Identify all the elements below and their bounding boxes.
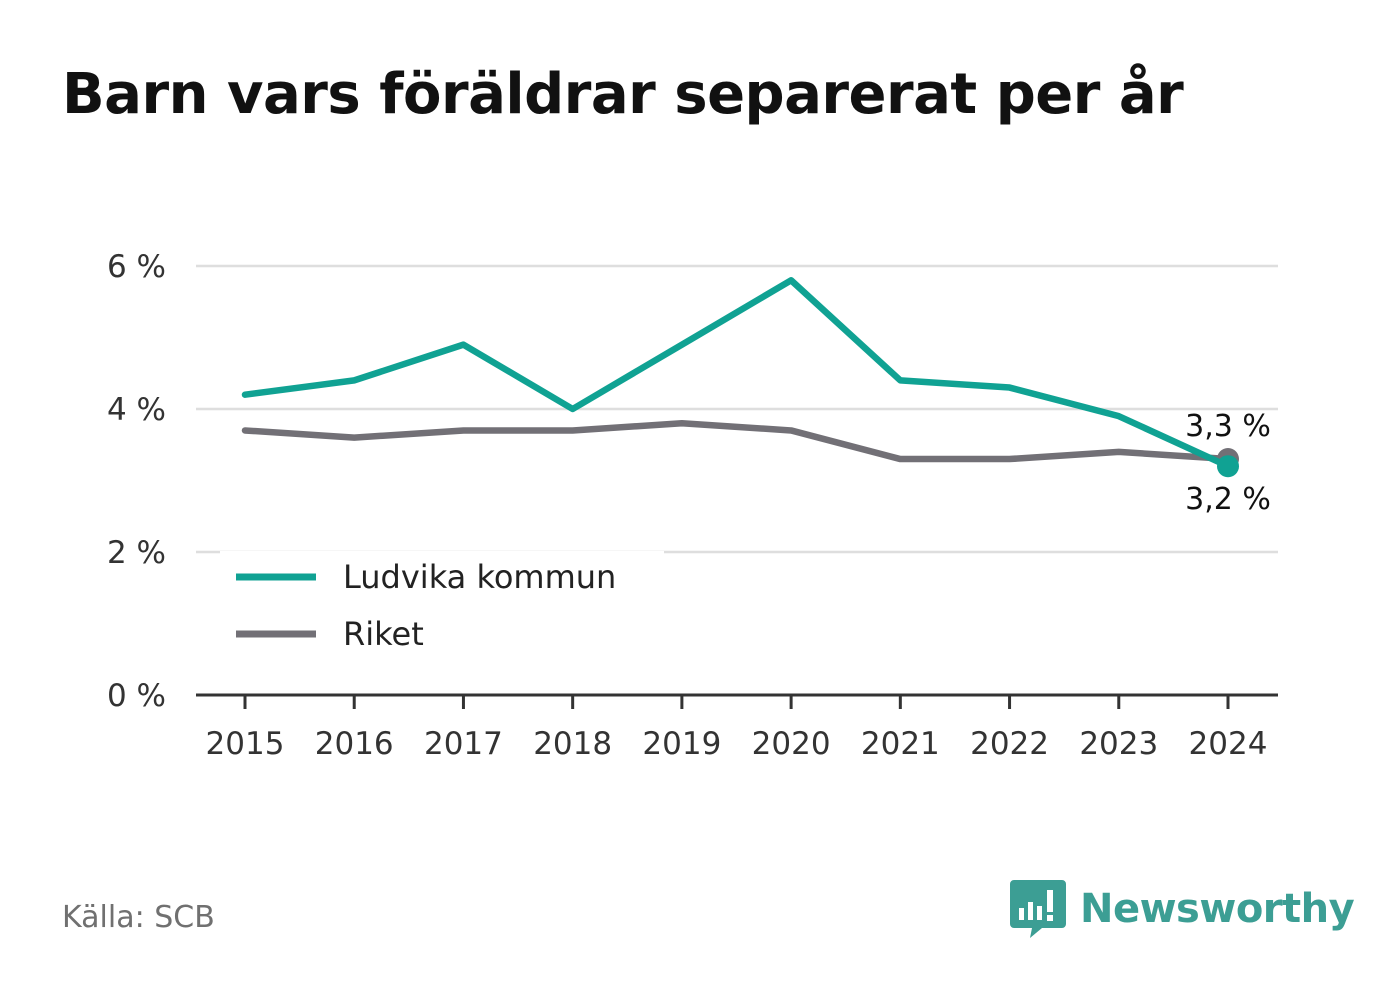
legend-background	[220, 551, 664, 661]
x-tick-label: 2021	[861, 726, 940, 762]
x-tick-label: 2015	[206, 726, 285, 762]
series-lines	[241, 277, 1239, 478]
end-point-0	[1217, 455, 1239, 478]
legend-label: Riket	[343, 615, 424, 653]
x-tick-label: 2019	[642, 726, 721, 762]
bar-chart-speech-bubble-icon	[1010, 880, 1066, 938]
x-tick-label: 2024	[1189, 726, 1268, 762]
y-axis-tick-labels: 0 % 2 % 4 % 6 %	[107, 249, 166, 714]
y-tick-label: 2 %	[107, 535, 166, 571]
y-tick-label: 6 %	[107, 249, 166, 285]
y-tick-label: 4 %	[107, 392, 166, 428]
x-tick-label: 2018	[533, 726, 612, 762]
brand-logo: Newsworthy	[1010, 878, 1355, 940]
end-value-label: 3,2 %	[1185, 482, 1271, 517]
end-value-labels: 3,3 % 3,2 %	[1185, 409, 1271, 517]
brand-name: Newsworthy	[1080, 886, 1355, 932]
series-line-0	[241, 277, 1232, 470]
x-axis: 2015 2016 2017 2018 2019 2020 2021 2022 2023 2024	[196, 693, 1278, 762]
x-tick-label: 2022	[970, 726, 1049, 762]
x-tick-label: 2017	[424, 726, 503, 762]
end-value-label: 3,3 %	[1185, 409, 1271, 444]
y-tick-label: 0 %	[107, 678, 166, 714]
source-note: Källa: SCB	[62, 900, 215, 935]
legend: Ludvika kommun Riket	[220, 551, 664, 661]
x-tick-label: 2016	[315, 726, 394, 762]
x-tick-label: 2020	[752, 726, 831, 762]
legend-label: Ludvika kommun	[343, 558, 616, 596]
chart-title: Barn vars föräldrar separerat per år	[62, 62, 1184, 127]
series-line-1	[241, 420, 1232, 463]
x-tick-label: 2023	[1079, 726, 1158, 762]
